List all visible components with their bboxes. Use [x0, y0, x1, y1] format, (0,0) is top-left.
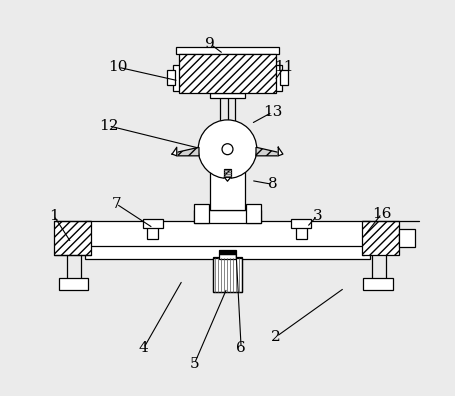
Bar — [167, 70, 175, 85]
Bar — [147, 220, 158, 239]
Text: 2: 2 — [272, 329, 281, 344]
Bar — [218, 250, 236, 254]
Bar — [212, 257, 242, 293]
Polygon shape — [177, 147, 199, 156]
Text: 16: 16 — [372, 207, 391, 221]
Text: 1: 1 — [49, 209, 59, 223]
Bar — [194, 204, 209, 223]
Bar — [246, 204, 261, 223]
Text: 5: 5 — [189, 357, 199, 371]
Bar — [210, 93, 245, 98]
Text: 7: 7 — [111, 197, 121, 211]
Bar — [194, 211, 261, 223]
Bar — [179, 54, 276, 93]
Text: 3: 3 — [313, 209, 322, 223]
Bar — [362, 221, 399, 255]
Text: 9: 9 — [205, 37, 215, 51]
Bar — [143, 219, 163, 228]
Text: 13: 13 — [263, 105, 282, 119]
Bar — [280, 70, 288, 85]
Polygon shape — [224, 169, 231, 177]
Bar — [176, 47, 279, 54]
Bar — [296, 220, 307, 239]
Text: 8: 8 — [268, 177, 277, 191]
Circle shape — [222, 144, 233, 155]
Bar — [85, 221, 370, 247]
Text: 4: 4 — [139, 341, 148, 355]
Bar — [210, 127, 245, 211]
Bar — [291, 219, 311, 228]
Text: 12: 12 — [99, 119, 118, 133]
Bar — [85, 246, 370, 259]
Polygon shape — [172, 147, 177, 156]
Bar — [59, 278, 88, 290]
Text: 6: 6 — [236, 341, 246, 355]
Bar — [54, 221, 91, 255]
Bar — [212, 258, 242, 293]
Polygon shape — [278, 147, 283, 156]
Bar — [218, 254, 236, 259]
Bar — [399, 229, 415, 247]
Polygon shape — [224, 177, 231, 181]
Polygon shape — [256, 147, 278, 156]
Bar — [364, 278, 393, 290]
Bar — [274, 65, 282, 91]
Circle shape — [198, 120, 257, 179]
Text: 11: 11 — [274, 60, 294, 74]
Bar — [173, 65, 181, 91]
Text: 10: 10 — [108, 60, 128, 74]
